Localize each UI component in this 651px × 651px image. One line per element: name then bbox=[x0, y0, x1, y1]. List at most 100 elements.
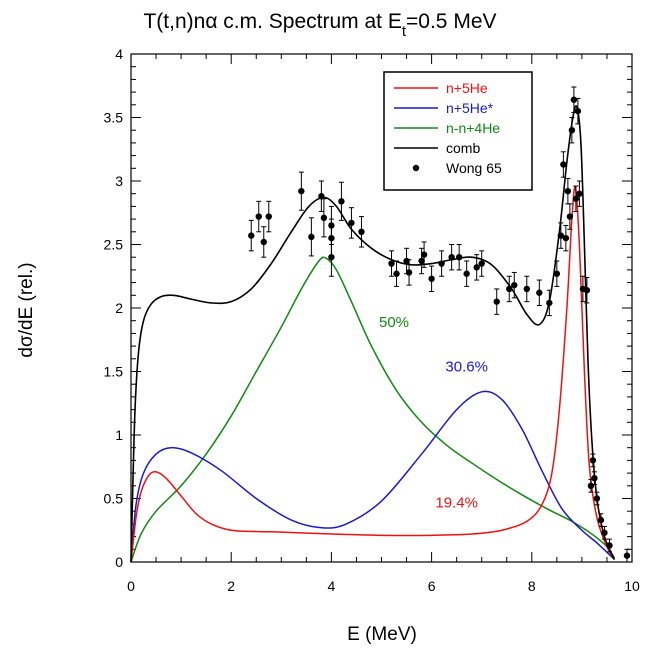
data-marker bbox=[572, 195, 580, 202]
data-point bbox=[589, 453, 597, 468]
legend-label: n+5He* bbox=[446, 100, 494, 116]
data-point bbox=[455, 244, 463, 271]
data-marker bbox=[358, 228, 365, 235]
data-point bbox=[601, 525, 608, 540]
data-point bbox=[568, 117, 576, 144]
legend-entry: n+5He bbox=[394, 80, 488, 96]
tick-layer: 0 2 4 6 8 10 0 0.5 1 1.5 2 2.5 3 3.5 4 bbox=[104, 46, 640, 594]
legend-entry: n-n+4He bbox=[394, 120, 500, 136]
data-marker bbox=[623, 552, 631, 559]
data-marker bbox=[553, 270, 561, 277]
data-marker bbox=[428, 275, 435, 282]
data-point bbox=[493, 288, 500, 315]
data-point bbox=[320, 198, 328, 238]
x-axis-label: E (MeV) bbox=[347, 624, 417, 645]
data-point bbox=[564, 177, 572, 205]
data-point bbox=[593, 491, 601, 506]
percentage-annotation: 19.4% bbox=[435, 494, 478, 511]
data-point bbox=[572, 185, 580, 212]
series-line-n-5he- bbox=[130, 390, 615, 563]
data-points-layer bbox=[248, 86, 631, 563]
data-point bbox=[606, 538, 613, 553]
data-marker bbox=[393, 270, 400, 277]
legend-box bbox=[383, 71, 533, 191]
data-marker bbox=[318, 193, 325, 200]
data-marker bbox=[438, 260, 445, 267]
data-point bbox=[328, 237, 335, 277]
y-tick-label: 3.5 bbox=[104, 110, 124, 126]
data-point bbox=[348, 207, 355, 239]
data-point bbox=[265, 200, 272, 233]
data-point bbox=[255, 200, 262, 233]
chart-title-main: T(t,n)nα c.m. Spectrum at E bbox=[143, 10, 401, 33]
data-marker bbox=[338, 198, 345, 205]
data-point bbox=[428, 265, 435, 292]
x-tick-label: 8 bbox=[528, 578, 536, 594]
data-marker bbox=[587, 482, 595, 489]
data-marker bbox=[255, 213, 262, 220]
data-point bbox=[536, 279, 543, 306]
data-point bbox=[560, 151, 567, 178]
data-marker bbox=[328, 254, 335, 261]
data-point bbox=[562, 224, 570, 252]
y-tick-label: 2.5 bbox=[104, 237, 124, 253]
curve-layer bbox=[130, 105, 616, 563]
data-marker bbox=[405, 269, 413, 276]
legend-entry: Wong 65 bbox=[412, 160, 502, 176]
y-tick-label: 1.5 bbox=[104, 364, 124, 380]
data-marker bbox=[523, 285, 530, 293]
data-point bbox=[420, 241, 428, 268]
chart-title-subscript: t bbox=[402, 23, 407, 40]
data-marker bbox=[511, 281, 518, 289]
y-tick-label: 2 bbox=[115, 300, 123, 316]
data-marker bbox=[420, 251, 428, 258]
data-marker bbox=[478, 260, 485, 267]
legend-label: comb bbox=[446, 140, 480, 156]
data-point bbox=[418, 247, 425, 275]
data-point bbox=[566, 203, 574, 230]
plot-frame bbox=[130, 53, 633, 563]
data-marker bbox=[566, 213, 574, 220]
data-point bbox=[338, 181, 345, 221]
data-point bbox=[583, 277, 591, 304]
data-marker bbox=[455, 254, 463, 261]
series-line-comb bbox=[130, 105, 616, 563]
data-marker bbox=[574, 107, 582, 115]
data-marker bbox=[418, 257, 425, 265]
legend-entry: n+5He* bbox=[394, 100, 494, 116]
data-marker bbox=[320, 214, 328, 222]
legend-label: Wong 65 bbox=[446, 160, 502, 176]
data-marker bbox=[576, 190, 583, 197]
data-point bbox=[587, 478, 595, 493]
legend-entry: comb bbox=[394, 140, 480, 156]
series-line-n-5he bbox=[130, 185, 616, 563]
legend-label: n-n+4He bbox=[446, 120, 500, 136]
data-marker bbox=[506, 285, 513, 293]
data-marker bbox=[265, 213, 272, 220]
data-marker bbox=[298, 187, 305, 195]
data-marker bbox=[493, 298, 500, 305]
data-marker bbox=[557, 232, 565, 239]
y-tick-label: 0 bbox=[115, 554, 123, 570]
percentage-annotation: 30.6% bbox=[445, 359, 488, 376]
data-marker bbox=[593, 495, 601, 502]
data-point bbox=[478, 250, 485, 277]
data-point bbox=[308, 217, 315, 257]
data-point bbox=[448, 244, 455, 271]
data-point bbox=[248, 219, 255, 252]
data-point bbox=[623, 548, 631, 563]
x-tick-label: 2 bbox=[227, 578, 235, 594]
data-marker bbox=[560, 161, 567, 168]
data-point bbox=[523, 275, 530, 303]
y-tick-label: 1 bbox=[115, 427, 123, 443]
data-point bbox=[553, 260, 561, 287]
x-tick-label: 6 bbox=[428, 578, 436, 594]
data-marker bbox=[570, 96, 578, 103]
y-tick-label: 0.5 bbox=[104, 491, 124, 507]
data-marker bbox=[583, 287, 591, 294]
data-point bbox=[557, 222, 565, 249]
data-marker bbox=[564, 187, 572, 195]
series-line-n-n-4he bbox=[130, 256, 616, 563]
data-point bbox=[298, 171, 305, 211]
